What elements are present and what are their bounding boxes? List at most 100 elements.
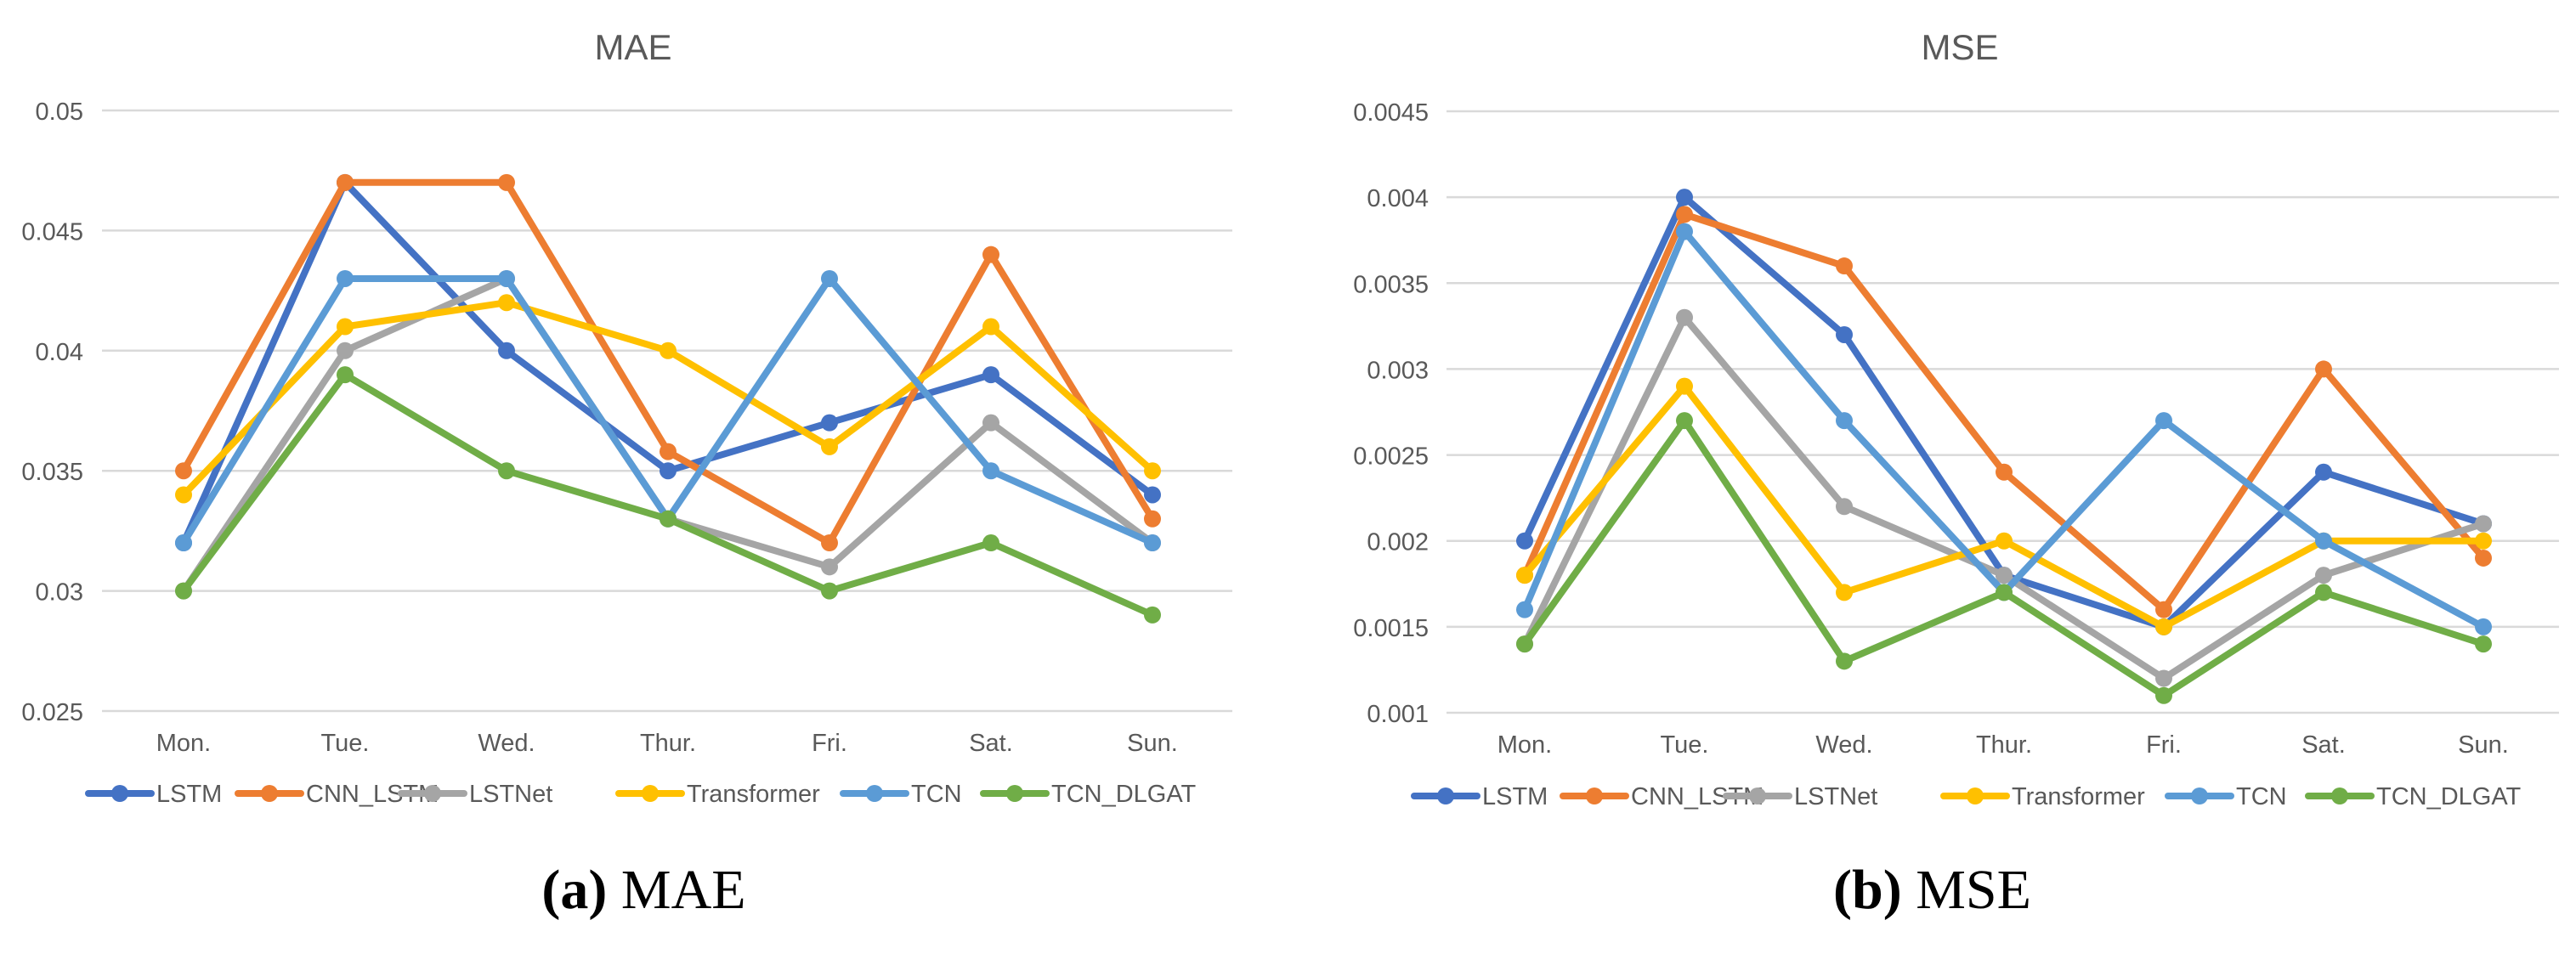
data-point-cnn-lstm bbox=[821, 534, 838, 552]
mae-line-chart: MAE 0.025 0.03 0.035 0.04 0.045 0.05 Mon. Tue. We… bbox=[21, 27, 1232, 808]
y-tick-label: 0.04 bbox=[36, 339, 83, 366]
data-point-lstnet bbox=[337, 342, 354, 359]
legend-label-tcn-dlgat: TCN_DLGAT bbox=[1051, 781, 1197, 808]
data-point-tcn bbox=[498, 269, 515, 287]
legend-marker-transformer bbox=[1967, 787, 1984, 804]
x-tick-label: Tue. bbox=[1661, 731, 1709, 759]
data-point-lstnet bbox=[1996, 567, 2013, 584]
x-tick-label: Sat. bbox=[2301, 731, 2346, 759]
x-tick-label: Sun. bbox=[2458, 731, 2509, 759]
y-tick-label: 0.035 bbox=[21, 459, 83, 486]
legend-label-lstnet: LSTNet bbox=[1794, 783, 1877, 810]
x-tick-label: Mon. bbox=[1497, 731, 1552, 759]
legend-marker-cnn-lstm bbox=[1586, 787, 1603, 804]
data-point-tcn-dlgat bbox=[1676, 412, 1693, 430]
data-point-tcn-dlgat bbox=[1144, 606, 1161, 624]
data-point-lstnet bbox=[2315, 567, 2332, 584]
legend-label-tcn-dlgat: TCN_DLGAT bbox=[2376, 783, 2522, 810]
data-point-transformer bbox=[2155, 618, 2172, 635]
data-point-lstm bbox=[1516, 532, 1533, 550]
data-point-transformer bbox=[337, 318, 354, 336]
data-point-lstm bbox=[982, 366, 999, 384]
data-point-cnn-lstm bbox=[2475, 549, 2492, 567]
data-point-tcn bbox=[1516, 601, 1533, 618]
data-point-lstnet bbox=[1836, 498, 1853, 516]
series-line-tcn-dlgat bbox=[1521, 417, 2487, 699]
legend-marker-lstm bbox=[111, 785, 128, 802]
series-line-tcn bbox=[180, 275, 1156, 546]
x-tick-label: Fri. bbox=[812, 730, 847, 757]
y-tick-label: 0.045 bbox=[21, 218, 83, 246]
caption-a: (a) MAE bbox=[0, 858, 1288, 923]
y-tick-label: 0.05 bbox=[36, 99, 83, 126]
data-point-lstm bbox=[1676, 189, 1693, 206]
data-point-tcn-dlgat bbox=[337, 366, 354, 384]
data-point-transformer bbox=[498, 294, 515, 312]
data-point-tcn-dlgat bbox=[1516, 635, 1533, 653]
data-point-cnn-lstm bbox=[982, 246, 999, 263]
y-tick-label: 0.0015 bbox=[1353, 615, 1429, 642]
mse-line-chart: MSE 0.001 0.0015 0.002 0.0025 0.003 0.0035 0.00… bbox=[1353, 27, 2559, 810]
series-line-tcn-dlgat bbox=[180, 371, 1156, 618]
y-tick-label: 0.003 bbox=[1367, 357, 1429, 384]
y-tick-label: 0.025 bbox=[21, 699, 83, 726]
x-tick-label: Sun. bbox=[1127, 730, 1178, 757]
y-tick-label: 0.002 bbox=[1367, 529, 1429, 556]
data-point-tcn-dlgat bbox=[821, 582, 838, 600]
legend-marker-tcn bbox=[2191, 787, 2208, 804]
legend-marker-lstnet bbox=[1749, 787, 1766, 804]
data-point-cnn-lstm bbox=[498, 173, 515, 191]
caption-a-letter: (a) bbox=[541, 859, 608, 921]
data-point-transformer bbox=[821, 437, 838, 455]
series-line-lstm bbox=[180, 178, 1156, 546]
x-tick-label: Fri. bbox=[2146, 731, 2182, 759]
data-point-tcn-dlgat bbox=[660, 510, 677, 528]
y-tick-label: 0.0025 bbox=[1353, 443, 1429, 471]
data-point-lstm bbox=[498, 342, 515, 359]
data-point-tcn-dlgat bbox=[2155, 686, 2172, 704]
data-point-tcn bbox=[982, 462, 999, 480]
data-point-tcn bbox=[1676, 223, 1693, 240]
data-point-lstm bbox=[660, 462, 677, 480]
x-tick-label: Wed. bbox=[478, 730, 535, 757]
data-point-lstm bbox=[821, 414, 838, 432]
data-point-tcn bbox=[1144, 534, 1161, 552]
data-point-transformer bbox=[1516, 567, 1533, 584]
data-point-lstnet bbox=[982, 414, 999, 432]
data-point-tcn-dlgat bbox=[2475, 635, 2492, 653]
legend-label-tcn: TCN bbox=[911, 781, 962, 808]
data-point-cnn-lstm bbox=[1836, 257, 1853, 275]
data-point-tcn bbox=[2315, 532, 2332, 550]
data-point-tcn-dlgat bbox=[1836, 652, 1853, 670]
y-tick-label: 0.001 bbox=[1367, 701, 1429, 728]
data-point-tcn-dlgat bbox=[175, 582, 192, 600]
series-line-lstnet bbox=[1521, 313, 2487, 682]
data-point-tcn bbox=[2155, 412, 2172, 430]
data-point-transformer bbox=[2475, 532, 2492, 550]
x-tick-label: Sat. bbox=[969, 730, 1013, 757]
data-point-tcn bbox=[821, 269, 838, 287]
data-point-tcn-dlgat bbox=[498, 462, 515, 480]
data-point-tcn bbox=[1836, 412, 1853, 430]
y-tick-label: 0.0045 bbox=[1353, 99, 1429, 127]
data-point-transformer bbox=[1676, 377, 1693, 395]
data-point-cnn-lstm bbox=[2315, 360, 2332, 378]
data-point-lstm bbox=[1144, 486, 1161, 504]
data-point-transformer bbox=[1996, 532, 2013, 550]
legend-label-transformer: Transformer bbox=[2012, 783, 2145, 810]
legend-label-transformer: Transformer bbox=[687, 781, 820, 808]
data-point-cnn-lstm bbox=[660, 443, 677, 460]
legend-marker-lstnet bbox=[424, 785, 441, 802]
y-tick-label: 0.03 bbox=[36, 579, 83, 607]
data-point-lstnet bbox=[2155, 669, 2172, 687]
data-point-transformer bbox=[175, 486, 192, 504]
caption-b-letter: (b) bbox=[1833, 859, 1902, 921]
data-point-tcn-dlgat bbox=[1996, 584, 2013, 601]
data-point-tcn bbox=[175, 534, 192, 552]
data-point-cnn-lstm bbox=[1676, 206, 1693, 223]
data-point-lstm bbox=[2315, 463, 2332, 481]
x-tick-label: Tue. bbox=[321, 730, 370, 757]
caption-b-text: MSE bbox=[1916, 859, 2031, 921]
caption-a-text: MAE bbox=[620, 859, 746, 921]
legend-label-lstm: LSTM bbox=[156, 781, 222, 808]
